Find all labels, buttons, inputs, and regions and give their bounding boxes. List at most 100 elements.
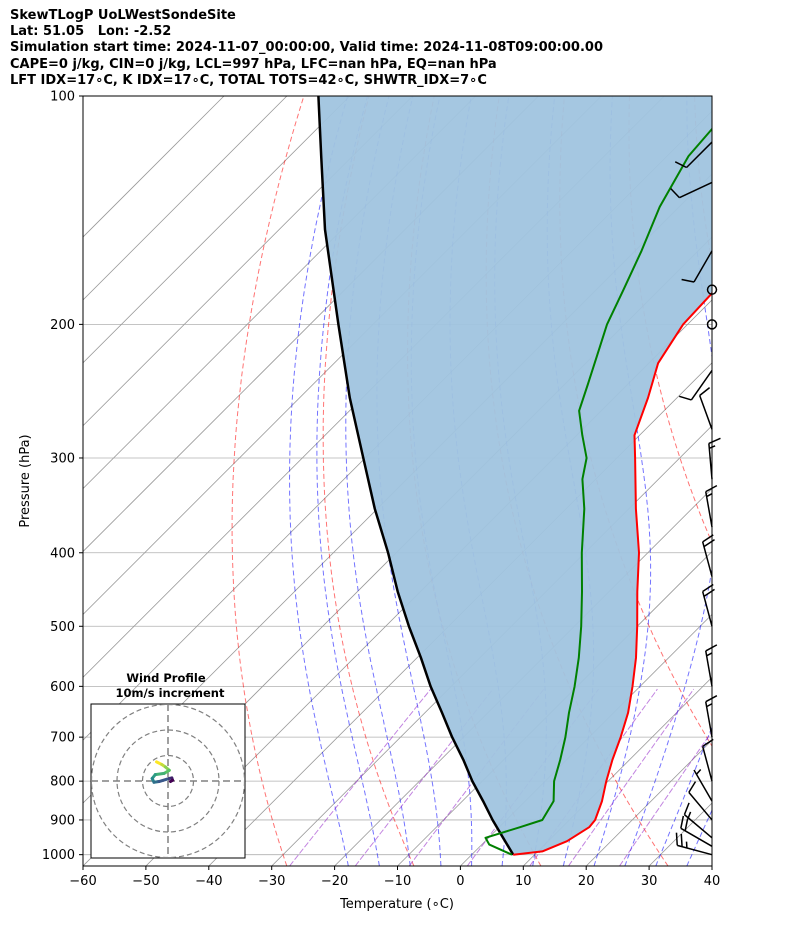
barb-staff <box>701 746 713 782</box>
x-tick-label: 30 <box>641 874 658 889</box>
wind-barb <box>706 284 718 295</box>
x-tick-label: −10 <box>384 874 411 889</box>
barb-full <box>675 832 678 846</box>
wind-barb <box>683 802 713 839</box>
barb-full <box>679 395 692 401</box>
moist-adiabat <box>288 96 349 866</box>
wind-barb <box>705 644 718 687</box>
barb-staff <box>705 650 713 687</box>
barb-staff <box>705 701 713 738</box>
x-tick-label: −30 <box>258 874 285 889</box>
inset-plot <box>91 704 245 858</box>
barb-full <box>681 278 695 283</box>
barb-full <box>670 187 680 199</box>
moist-adiabat <box>316 96 380 866</box>
mixing-ratio-line <box>289 688 432 866</box>
axes: −60 −50 −40 −30 −20 −10 0 10 20 30 40 100 200 300 400 5… <box>42 90 720 890</box>
wind-barb <box>705 484 718 528</box>
barb-full <box>705 484 718 493</box>
isotherm-line <box>83 96 413 427</box>
barb-full <box>688 781 697 793</box>
inset-title: Wind Profile <box>126 671 206 685</box>
barb-half <box>706 652 713 657</box>
barb-half <box>687 811 692 819</box>
dry-adiabat <box>322 96 415 866</box>
x-tick-label: −20 <box>321 874 348 889</box>
cin-shading <box>318 96 712 855</box>
barb-full <box>699 387 711 397</box>
barb-half <box>706 702 713 708</box>
y-tick-label: 600 <box>50 680 75 695</box>
barb-staff <box>688 791 713 821</box>
wind-barb <box>674 141 713 169</box>
barb-full <box>702 583 714 593</box>
barb-full <box>683 802 690 815</box>
parcel-path-line <box>317 96 515 856</box>
hodograph-segment <box>169 778 175 784</box>
x-tick-label: 10 <box>515 874 532 889</box>
station-title: SkewTLogP UoLWestSondeSite <box>10 8 236 23</box>
x-tick-label: 0 <box>456 874 464 889</box>
barb-full <box>684 818 689 831</box>
barb-full <box>705 695 718 703</box>
barb-full <box>702 534 714 543</box>
barb-half <box>706 492 713 498</box>
wind-barb <box>701 583 715 627</box>
wind-barb <box>693 769 713 802</box>
barb-full <box>708 437 721 445</box>
moist-adiabat <box>718 96 794 866</box>
y-tick-label: 200 <box>50 318 75 333</box>
wind-barb <box>698 387 713 430</box>
barb-full <box>702 738 714 747</box>
dry-adiabat <box>231 96 305 866</box>
inset-subtitle: 10m/s increment <box>116 686 225 700</box>
isotherm-line <box>523 676 712 866</box>
x-tick-label: −50 <box>132 874 159 889</box>
y-axis-label: Pressure (hPa) <box>18 434 33 527</box>
barb-full <box>703 588 715 597</box>
y-tick-label: 500 <box>50 620 75 635</box>
isotherm-line <box>83 96 288 301</box>
isotherm-line <box>83 96 351 364</box>
wind-barb <box>670 181 713 199</box>
mixing-ratio-line <box>568 688 695 866</box>
temperature-line <box>513 291 712 856</box>
y-tick-label: 100 <box>50 90 75 105</box>
barb-full <box>674 161 687 169</box>
barb-staff <box>705 491 713 528</box>
wind-barb <box>688 781 713 821</box>
wind-barbs <box>670 141 721 856</box>
dewpoint-line <box>484 127 712 856</box>
wind-barb <box>675 832 713 856</box>
wind-barb <box>680 815 713 847</box>
barb-full <box>680 815 685 829</box>
barb-staff <box>686 141 713 169</box>
station-location: Lat: 51.05 Lon: -2.52 <box>10 24 172 40</box>
x-tick-label: −60 <box>69 874 96 889</box>
profile-lines <box>317 96 712 856</box>
dry-adiabat <box>760 96 794 866</box>
moist-adiabat <box>376 96 442 866</box>
barb-staff <box>708 443 713 480</box>
isotherm-line <box>83 96 225 238</box>
x-tick-label: 20 <box>578 874 595 889</box>
wind-barb <box>701 738 714 782</box>
simulation-times: Simulation start time: 2024-11-07_00:00:… <box>10 40 603 56</box>
isotherm-line <box>711 865 712 866</box>
barb-staff <box>680 827 713 847</box>
x-tick-label: 40 <box>704 874 721 889</box>
barb-staff <box>698 395 713 430</box>
calm-circle <box>706 284 718 295</box>
y-tick-label: 900 <box>50 813 75 828</box>
cape-cin-shading <box>318 96 712 855</box>
chart-header: SkewTLogP UoLWestSondeSite Lat: 51.05 Lo… <box>10 8 603 89</box>
barb-full <box>680 833 683 847</box>
wind-barb <box>679 370 713 401</box>
moist-adiabat <box>345 96 411 866</box>
barb-staff <box>693 769 713 802</box>
barb-full <box>705 644 718 652</box>
barb-half <box>695 769 702 775</box>
hodograph-ring <box>91 704 245 858</box>
